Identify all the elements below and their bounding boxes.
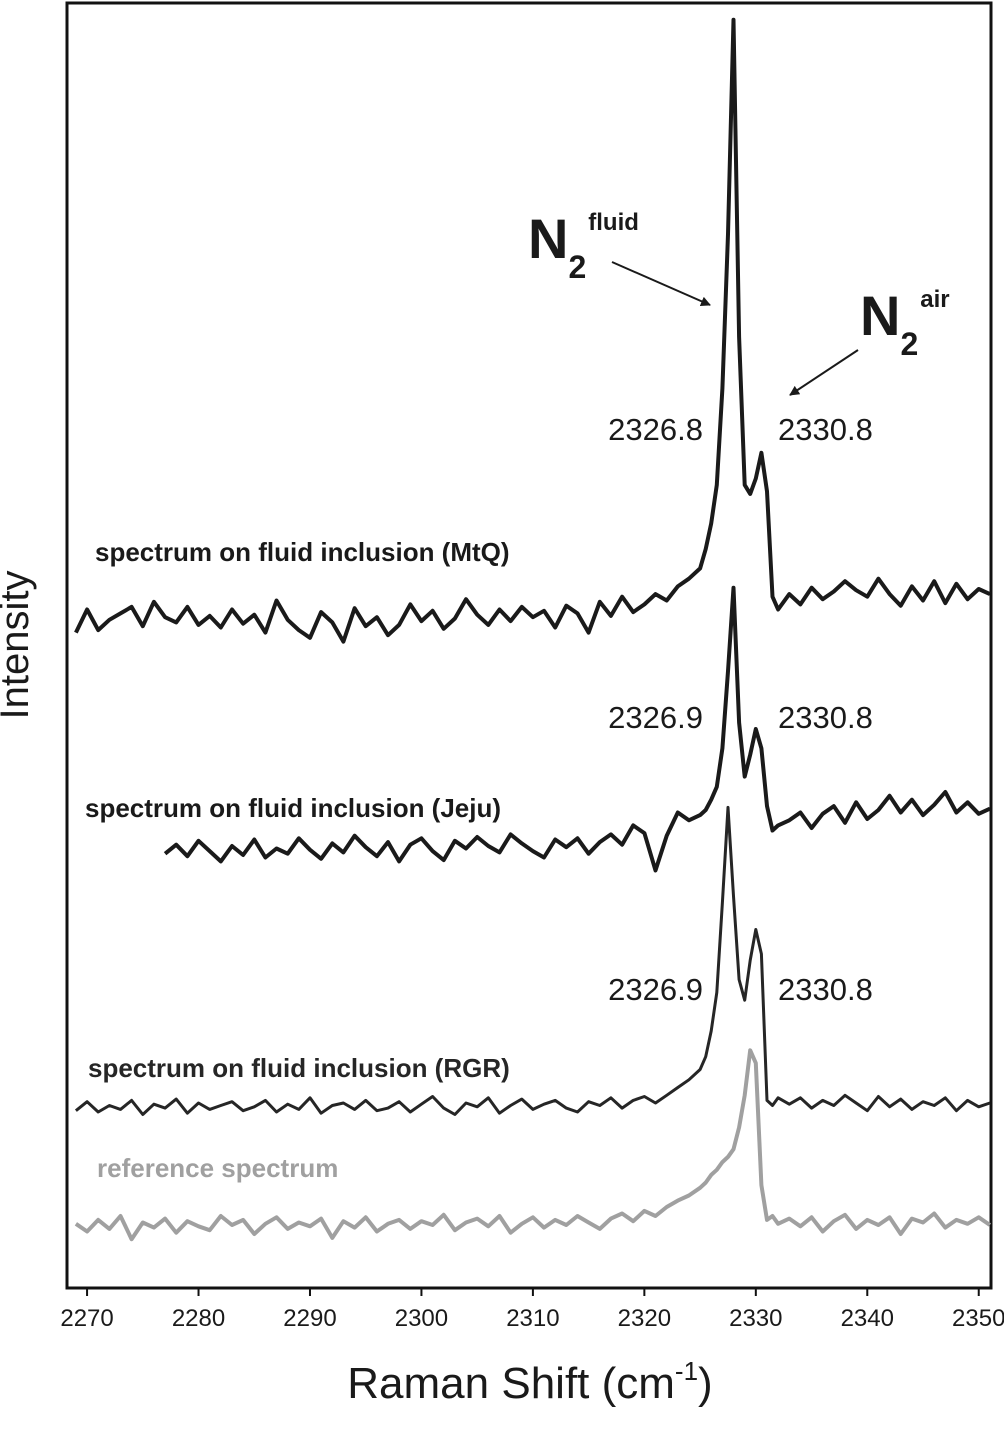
- species-label: N2air: [860, 284, 950, 362]
- peak-label: 2330.8: [778, 412, 873, 447]
- series-label: reference spectrum: [97, 1153, 338, 1183]
- series-line: [74, 805, 991, 1116]
- peak-label: 2330.8: [778, 972, 873, 1007]
- x-tick-label: 2280: [172, 1305, 225, 1332]
- species-symbol: N: [860, 284, 900, 347]
- species-subscript: 2: [568, 249, 586, 285]
- peak-label: 2330.8: [778, 700, 873, 735]
- peak-label: 2326.9: [608, 700, 703, 735]
- x-axis-label-end: ): [698, 1359, 713, 1408]
- x-tick-label: 2310: [506, 1305, 559, 1332]
- peak-label: 2326.9: [608, 972, 703, 1007]
- x-tick-label: 2300: [395, 1305, 448, 1332]
- x-axis-label-sup: -1: [675, 1356, 698, 1386]
- x-axis-label-main: Raman Shift (cm: [347, 1359, 675, 1408]
- series-label: spectrum on fluid inclusion (RGR): [88, 1053, 510, 1083]
- x-axis-label: Raman Shift (cm-1): [347, 1356, 712, 1408]
- series-line: [163, 585, 991, 873]
- y-axis-label: Intensity: [0, 571, 37, 720]
- x-tick-label: 2350: [952, 1305, 1004, 1332]
- species-label: N2fluid: [528, 207, 639, 285]
- x-tick-label: 2290: [283, 1305, 336, 1332]
- arrow: [789, 349, 859, 396]
- series-label: spectrum on fluid inclusion (MtQ): [95, 537, 510, 567]
- x-tick-label: 2330: [729, 1305, 782, 1332]
- species-superscript: air: [920, 286, 949, 313]
- species-superscript: fluid: [588, 209, 639, 236]
- x-tick-label: 2340: [841, 1305, 894, 1332]
- x-tick-label: 2320: [618, 1305, 671, 1332]
- x-tick-label: 2270: [60, 1305, 113, 1332]
- series-label: spectrum on fluid inclusion (Jeju): [85, 793, 501, 823]
- arrow: [611, 261, 711, 306]
- species-symbol: N: [528, 207, 568, 270]
- series-line: [74, 17, 991, 644]
- peak-label: 2326.8: [608, 412, 703, 447]
- species-subscript: 2: [900, 326, 918, 362]
- plot-frame: [65, 1, 993, 1290]
- series-line: [74, 1048, 992, 1242]
